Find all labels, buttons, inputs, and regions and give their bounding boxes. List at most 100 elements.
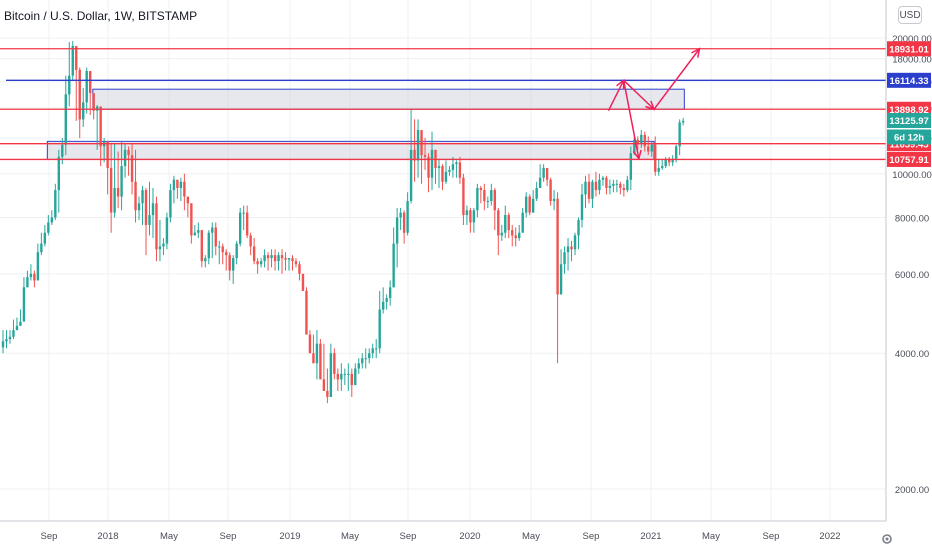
level-price-label: 18931.01 xyxy=(889,44,929,55)
candle-body xyxy=(368,353,371,359)
countdown-bg xyxy=(887,129,931,145)
candle-body xyxy=(476,187,479,211)
price-tick-label: 6000.00 xyxy=(895,270,929,281)
candle-body xyxy=(507,215,510,231)
candle-body xyxy=(266,255,270,259)
candle-body xyxy=(218,246,221,248)
support-resistance-zones[interactable] xyxy=(46,88,685,160)
candle-body xyxy=(36,252,40,281)
candle-body xyxy=(535,187,538,199)
candle-body xyxy=(420,130,423,156)
candle-body xyxy=(573,235,577,250)
candle-body xyxy=(448,169,451,172)
candle-body xyxy=(657,167,660,172)
candle-body xyxy=(305,290,308,335)
candle-body xyxy=(336,373,340,380)
chart-title: Bitcoin / U.S. Dollar, 1W, BITSTAMP xyxy=(4,9,198,23)
candle-body xyxy=(626,179,629,191)
candle-body xyxy=(664,158,667,167)
candle-body xyxy=(497,210,500,236)
projection-segment xyxy=(623,79,655,110)
candle-body xyxy=(308,334,312,354)
arrow-head xyxy=(632,149,642,161)
last-price-label-bg xyxy=(887,112,931,128)
time-tick-label: Sep xyxy=(763,531,780,542)
candle-body xyxy=(528,196,531,213)
candle-body xyxy=(120,166,123,197)
candle-body xyxy=(263,255,266,262)
candle-body xyxy=(674,146,678,159)
candle-body xyxy=(671,158,674,163)
projection-arrows[interactable] xyxy=(607,47,701,161)
candle-body xyxy=(322,379,326,391)
horizontal-price-levels[interactable] xyxy=(0,48,886,161)
candle-body xyxy=(545,167,549,180)
candle-body xyxy=(441,166,444,182)
price-tick-label: 8000.00 xyxy=(895,213,929,224)
level-price-label: 10757.91 xyxy=(889,155,929,166)
time-tick-label: Sep xyxy=(583,531,600,542)
candle-body xyxy=(214,227,217,247)
candle-body xyxy=(319,343,322,380)
candle-body xyxy=(134,181,137,211)
candle-body xyxy=(524,196,528,213)
candle-body xyxy=(162,243,165,247)
candle-body xyxy=(654,144,657,172)
candle-body xyxy=(71,45,74,76)
chart-grid xyxy=(0,0,886,521)
level-price-label: 13898.92 xyxy=(889,105,929,116)
candle-body xyxy=(538,177,542,188)
candle-body xyxy=(552,198,556,202)
candle-body xyxy=(211,227,214,233)
price-tick-label: 18000.00 xyxy=(892,55,932,66)
candle-body xyxy=(64,94,67,145)
candle-body xyxy=(622,187,626,191)
time-tick-label: May xyxy=(341,531,359,542)
candle-body xyxy=(50,217,54,223)
price-axis[interactable]: 2000.004000.006000.008000.0010000.001200… xyxy=(885,0,932,521)
candle-body xyxy=(92,93,95,111)
candle-body xyxy=(12,330,15,337)
candle-body xyxy=(245,212,249,236)
candle-body xyxy=(643,134,646,147)
candle-body xyxy=(563,252,566,265)
candle-body xyxy=(667,158,671,163)
candle-body xyxy=(287,258,291,260)
time-axis[interactable]: Sep 2018 May Sep 2019 May Sep 2020 May Sep 2021 May… xyxy=(0,520,886,542)
candle-body xyxy=(514,235,517,239)
candle-body xyxy=(361,358,364,364)
candle-body xyxy=(259,261,263,265)
candle-body xyxy=(130,155,134,182)
candle-body xyxy=(465,210,469,216)
candle-body xyxy=(1,341,5,348)
candle-body xyxy=(109,167,113,213)
candle-body xyxy=(559,264,563,295)
candle-body xyxy=(151,203,155,216)
candle-body xyxy=(490,190,493,202)
candle-body xyxy=(301,273,305,291)
candle-body xyxy=(47,222,50,233)
candle-body xyxy=(458,162,462,178)
price-tick-label: 20000.00 xyxy=(892,34,932,45)
candle-body xyxy=(542,167,545,178)
candle-body xyxy=(678,122,681,147)
candle-body xyxy=(402,212,406,233)
candle-body xyxy=(333,353,336,374)
candle-body xyxy=(204,258,207,262)
candle-body xyxy=(521,212,524,233)
candle-body xyxy=(354,368,357,386)
candle-body xyxy=(612,183,615,186)
currency-button[interactable]: USD xyxy=(898,6,922,24)
candle-body xyxy=(298,264,301,274)
candle-body xyxy=(591,181,594,199)
candle-body xyxy=(375,348,378,350)
candle-body xyxy=(228,255,231,271)
candle-body xyxy=(640,134,643,144)
settings-gear-icon[interactable] xyxy=(880,532,894,546)
candle-body xyxy=(155,203,158,250)
candle-body xyxy=(340,373,343,380)
candle-body xyxy=(343,373,347,375)
candle-body xyxy=(68,75,71,95)
price-zone-rect[interactable] xyxy=(92,88,685,110)
